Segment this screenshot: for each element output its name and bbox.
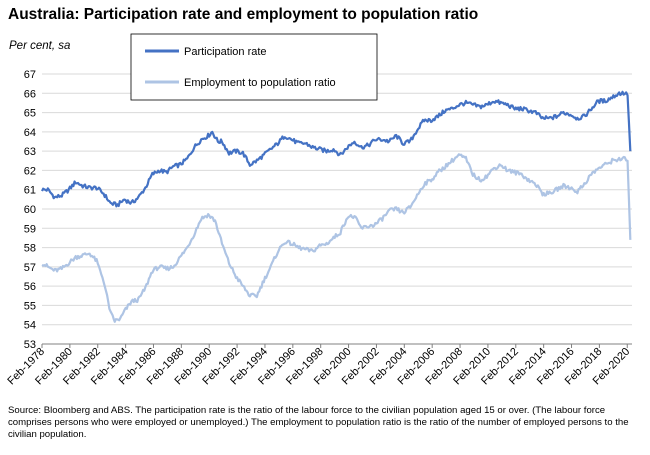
series-line-employment: [41, 153, 632, 323]
y-tick-label: 61: [24, 185, 36, 197]
x-axis-ticks: Feb-1978Feb-1980Feb-1982Feb-1984Feb-1986…: [5, 344, 632, 387]
chart-title: Australia: Participation rate and employ…: [8, 6, 479, 23]
y-tick-label: 57: [24, 262, 36, 274]
y-tick-label: 63: [24, 146, 36, 158]
y-tick-label: 64: [24, 127, 36, 139]
y-tick-label: 56: [24, 281, 36, 293]
y-axis-unit-label: Per cent, sa: [9, 40, 71, 52]
series-line-participation: [41, 90, 632, 208]
y-tick-label: 62: [24, 165, 36, 177]
legend: Participation rate Employment to populat…: [130, 33, 378, 101]
source-note: Source: Bloomberg and ABS. The participa…: [8, 405, 629, 440]
y-tick-label: 53: [24, 339, 36, 351]
legend-label-participation: Participation rate: [184, 46, 267, 58]
y-axis-ticks: 53 54 55 56 57 58 59 60 61 62 63 64 65 66 67: [24, 69, 36, 351]
series-lines: [41, 90, 632, 323]
y-tick-label: 65: [24, 108, 36, 120]
y-tick-label: 55: [24, 300, 36, 312]
y-tick-label: 60: [24, 204, 36, 216]
y-tick-label: 58: [24, 243, 36, 255]
y-tick-label: 67: [24, 69, 36, 81]
y-tick-label: 59: [24, 223, 36, 235]
legend-box: [130, 33, 378, 101]
legend-label-employment: Employment to population ratio: [184, 77, 336, 89]
y-tick-label: 66: [24, 88, 36, 100]
y-tick-label: 54: [24, 320, 36, 332]
